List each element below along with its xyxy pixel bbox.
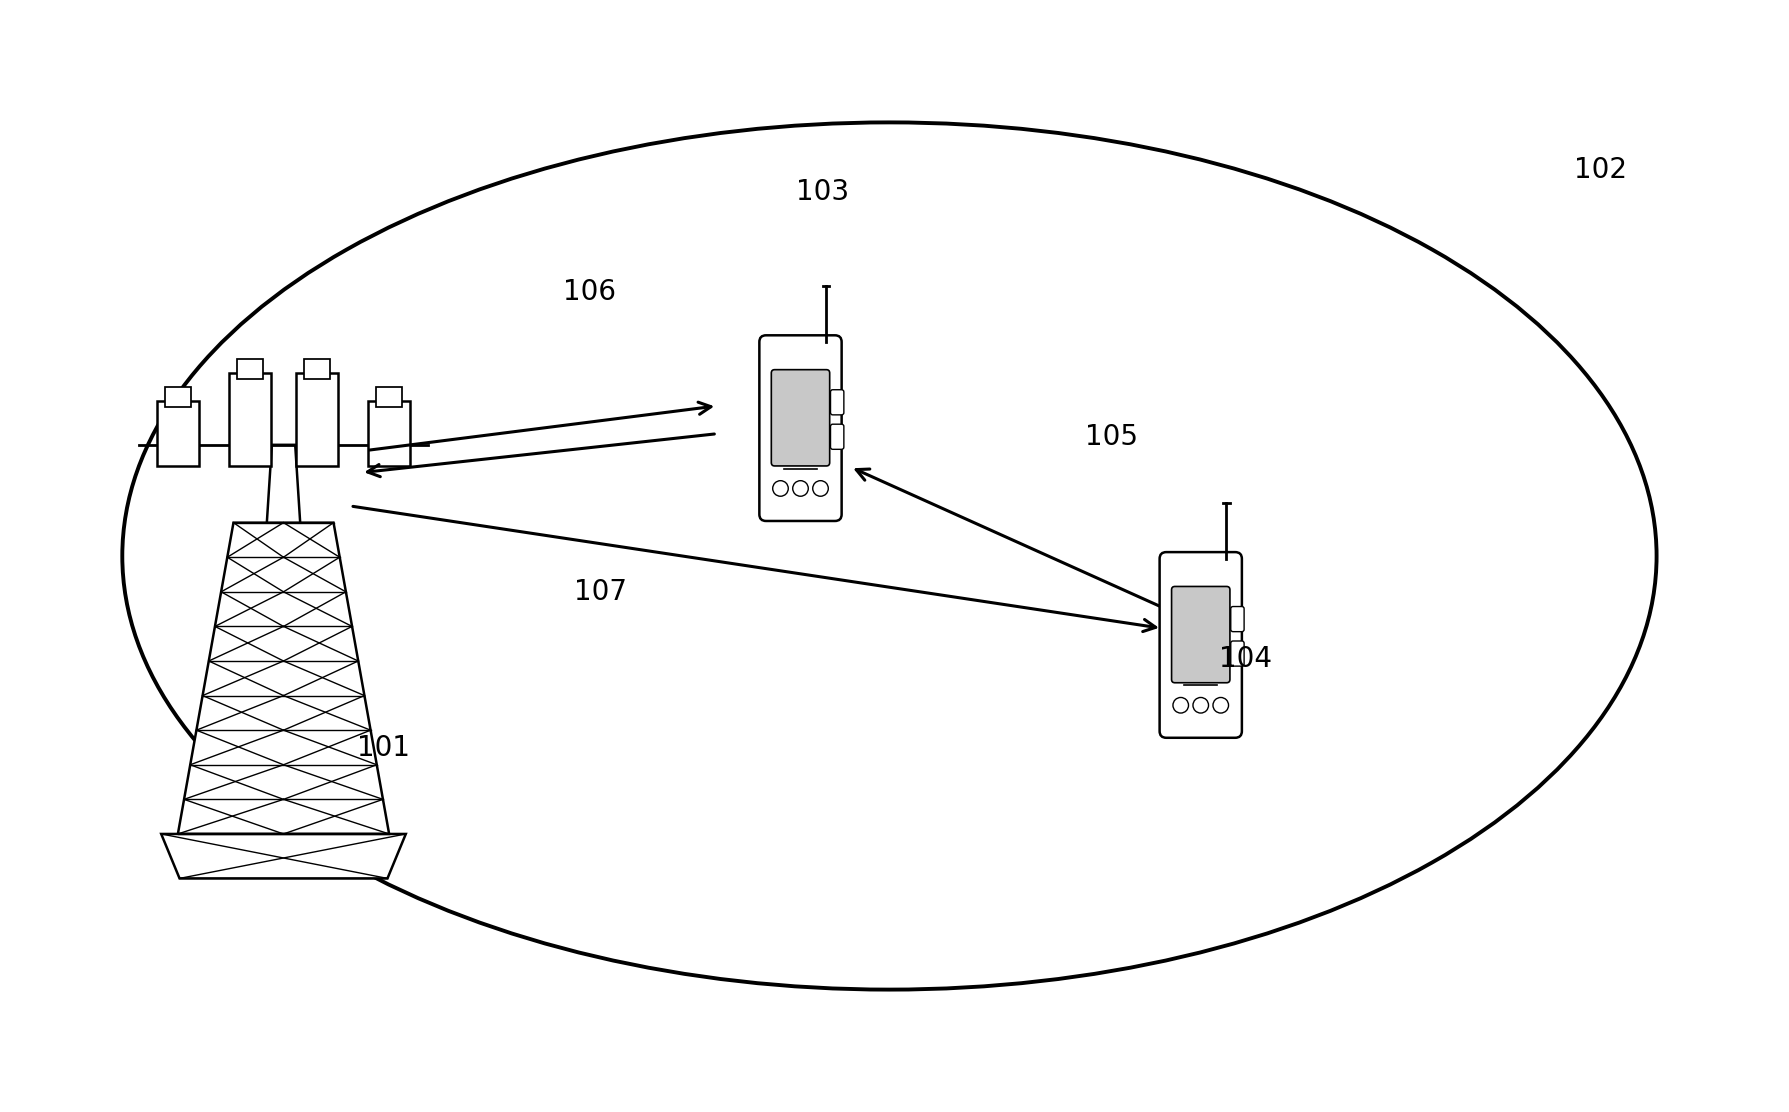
Text: 106: 106	[562, 278, 615, 306]
Polygon shape	[161, 834, 406, 878]
FancyBboxPatch shape	[1231, 641, 1243, 666]
FancyBboxPatch shape	[1172, 586, 1229, 683]
Text: 102: 102	[1574, 156, 1626, 183]
Text: 101: 101	[356, 734, 410, 762]
Polygon shape	[177, 523, 388, 834]
FancyBboxPatch shape	[229, 373, 272, 467]
FancyBboxPatch shape	[830, 389, 843, 415]
FancyBboxPatch shape	[1159, 553, 1242, 737]
FancyBboxPatch shape	[295, 373, 338, 467]
FancyBboxPatch shape	[157, 401, 199, 467]
Text: 103: 103	[796, 178, 848, 206]
FancyBboxPatch shape	[165, 387, 190, 407]
Text: 104: 104	[1218, 645, 1270, 673]
Polygon shape	[267, 445, 301, 523]
Text: 105: 105	[1084, 423, 1138, 450]
FancyBboxPatch shape	[759, 336, 841, 522]
FancyBboxPatch shape	[304, 358, 329, 378]
FancyBboxPatch shape	[238, 358, 263, 378]
Text: 107: 107	[574, 578, 626, 606]
Ellipse shape	[122, 122, 1655, 990]
FancyBboxPatch shape	[369, 401, 410, 467]
FancyBboxPatch shape	[376, 387, 401, 407]
FancyBboxPatch shape	[771, 369, 830, 466]
FancyBboxPatch shape	[1231, 606, 1243, 632]
FancyBboxPatch shape	[830, 424, 843, 449]
